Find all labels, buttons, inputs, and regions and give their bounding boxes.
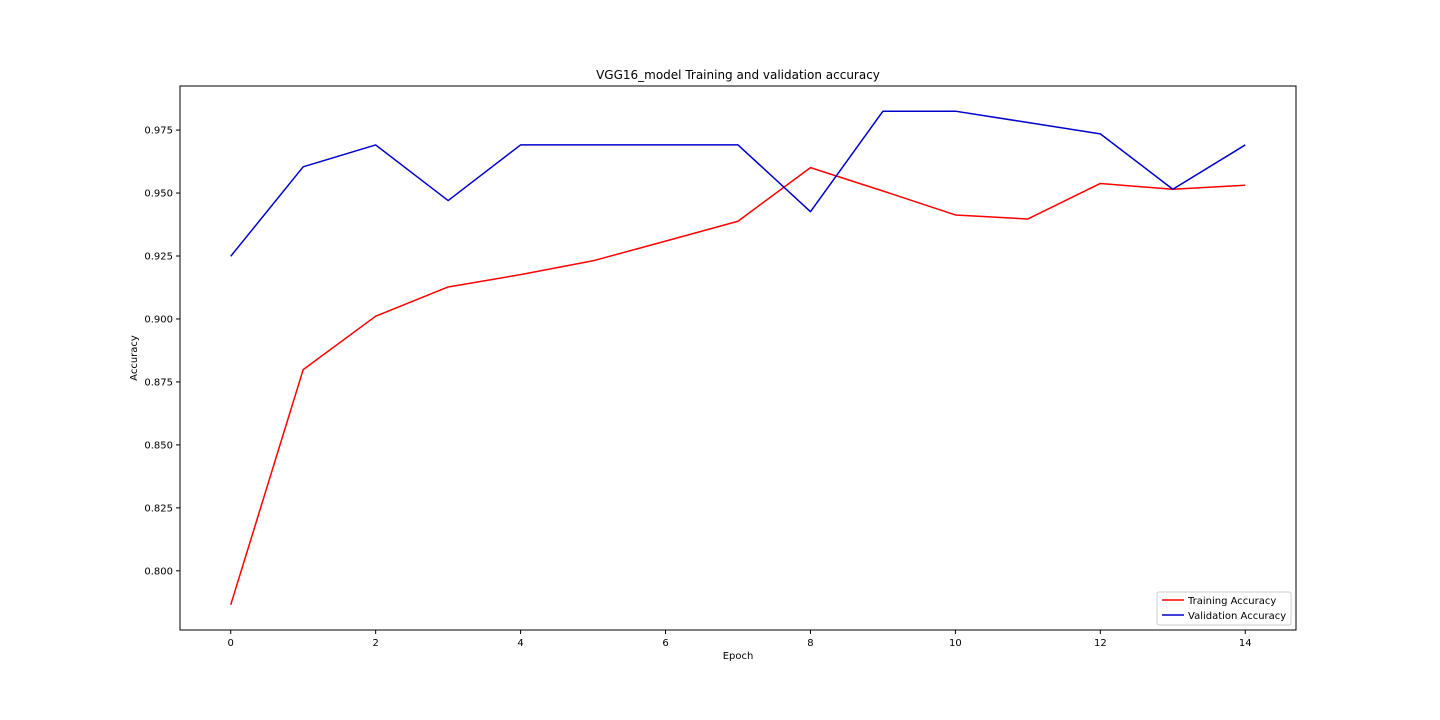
x-tick-label: 12 [1094,638,1107,649]
y-tick-label: 0.900 [144,314,173,325]
x-tick-label: 8 [807,638,813,649]
x-axis-label: Epoch [723,651,754,662]
y-tick-label: 0.875 [144,377,173,388]
x-tick-label: 4 [517,638,523,649]
plot-area-frame [179,85,1297,631]
x-tick-label: 14 [1239,638,1252,649]
legend-label-validation: Validation Accuracy [1188,611,1286,622]
y-axis-ticks: 0.800 0.825 0.850 0.875 0.900 0.925 0.950 0.975 [144,126,180,577]
y-tick-label: 0.950 [144,189,173,200]
legend: Training Accuracy Validation Accuracy [1156,591,1292,626]
series-lines [230,110,1246,606]
y-tick-label: 0.975 [144,126,173,137]
chart-title: VGG16_model Training and validation accu… [596,68,880,82]
y-tick-label: 0.800 [144,566,173,577]
x-tick-label: 6 [662,638,668,649]
x-tick-label: 2 [372,638,378,649]
x-axis-ticks: 0 2 4 6 8 10 12 14 [228,630,1252,649]
x-tick-label: 10 [949,638,962,649]
y-tick-label: 0.850 [144,440,173,451]
x-tick-label: 0 [228,638,234,649]
legend-label-training: Training Accuracy [1187,596,1276,607]
y-tick-label: 0.925 [144,252,173,263]
y-tick-label: 0.825 [144,503,173,514]
y-axis-label: Accuracy [129,335,140,381]
legend-box [1156,591,1292,626]
